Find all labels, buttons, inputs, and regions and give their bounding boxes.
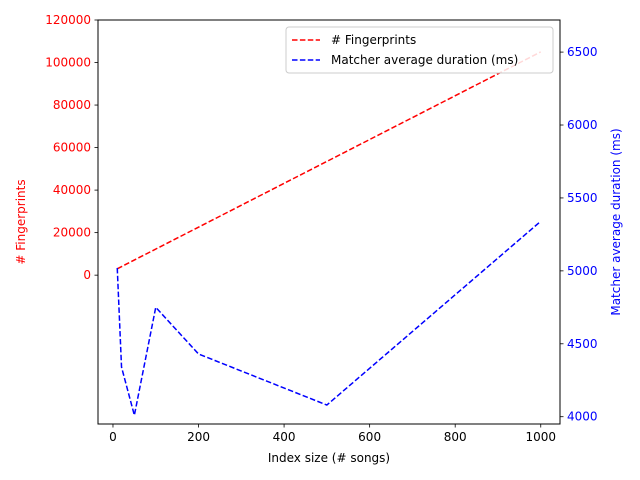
y-right-tick-label: 6000 xyxy=(567,118,598,132)
y-left-tick-label: 40000 xyxy=(53,183,91,197)
y-axis-right-label: Matcher average duration (ms) xyxy=(609,128,623,315)
y-axis-left-label: # Fingerprints xyxy=(14,179,28,264)
legend: # Fingerprints Matcher average duration (… xyxy=(285,26,554,74)
x-axis: 0 200 400 600 800 1000 xyxy=(109,424,556,444)
legend-box xyxy=(285,26,554,74)
plot-area xyxy=(97,19,561,425)
y-right-tick-label: 6500 xyxy=(567,45,598,59)
y-left-tick-label: 0 xyxy=(83,268,91,282)
legend-label-1: # Fingerprints xyxy=(331,33,416,47)
plot-frame xyxy=(97,19,561,425)
plot-background xyxy=(98,20,560,424)
x-tick-label: 600 xyxy=(358,430,381,444)
series-line-2 xyxy=(116,220,542,416)
x-axis-label: Index size (# songs) xyxy=(268,451,390,465)
x-tick-label: 1000 xyxy=(525,430,556,444)
series-line-1 xyxy=(116,51,542,270)
y-left-tick-label: 100000 xyxy=(45,56,91,70)
series-layer xyxy=(116,51,542,416)
x-tick-label: 0 xyxy=(109,430,117,444)
y-axis-left: 0 20000 40000 60000 80000 100000 120000 xyxy=(45,13,98,282)
x-tick-label: 200 xyxy=(187,430,210,444)
y-left-tick-label: 20000 xyxy=(53,226,91,240)
x-tick-label: 800 xyxy=(444,430,467,444)
y-right-tick-label: 5500 xyxy=(567,191,598,205)
y-left-tick-label: 120000 xyxy=(45,13,91,27)
y-left-tick-label: 80000 xyxy=(53,98,91,112)
y-right-tick-label: 5000 xyxy=(567,264,598,278)
legend-label-2: Matcher average duration (ms) xyxy=(331,53,518,67)
x-tick-label: 400 xyxy=(273,430,296,444)
y-axis-right: 4000 4500 5000 5500 6000 6500 xyxy=(560,45,598,424)
y-right-tick-label: 4500 xyxy=(567,337,598,351)
y-left-tick-label: 60000 xyxy=(53,141,91,155)
y-right-tick-label: 4000 xyxy=(567,410,598,424)
